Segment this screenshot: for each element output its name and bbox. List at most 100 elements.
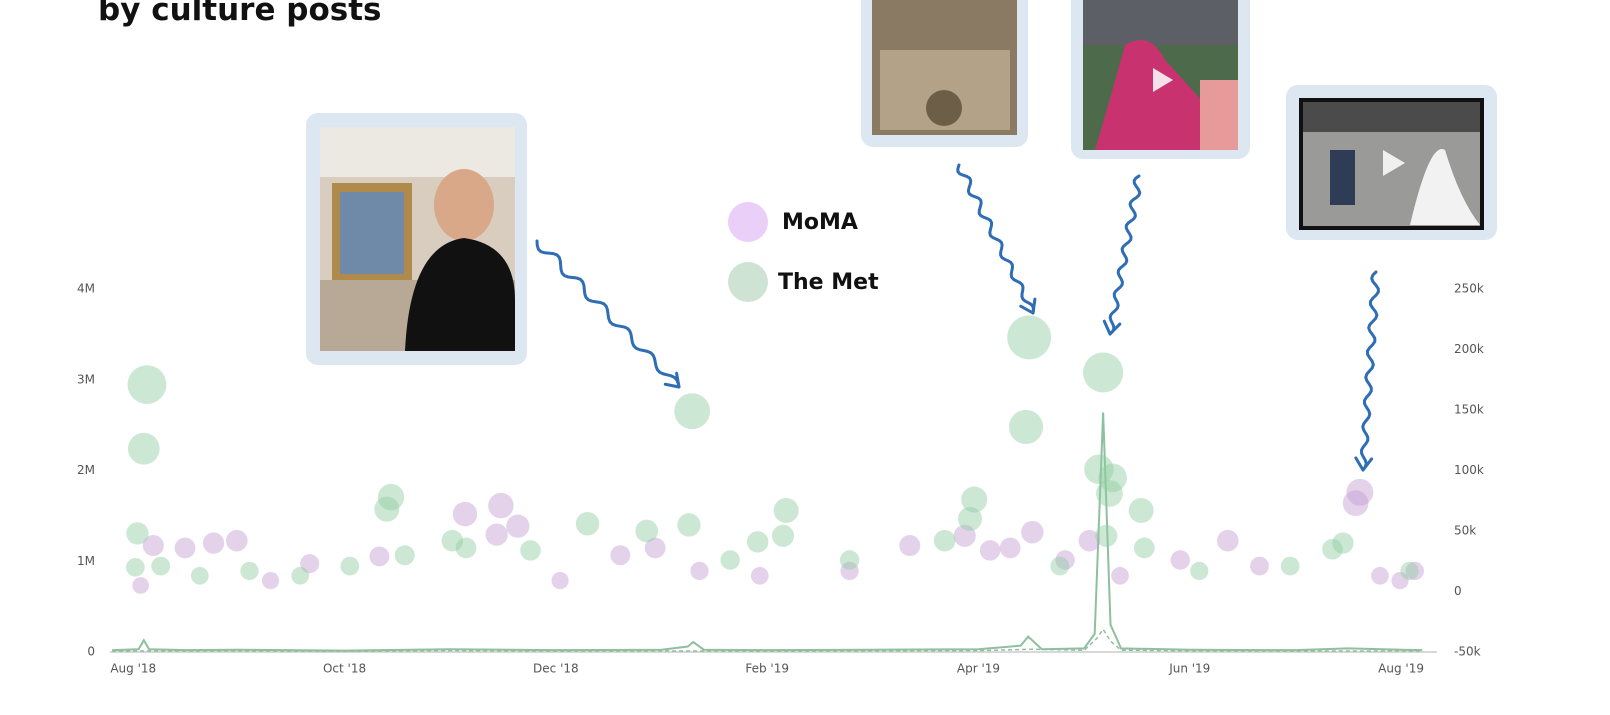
y2-tick-label: 0 [1454, 584, 1462, 598]
bubble [174, 537, 196, 559]
bubble [1111, 566, 1129, 585]
bubble [720, 550, 740, 570]
y-tick-label: 1M [77, 554, 95, 568]
y2-tick-label: 50k [1454, 524, 1476, 538]
arrow [535, 239, 681, 389]
photo-card [1071, 0, 1250, 159]
bubble [369, 546, 390, 567]
bubble [1322, 538, 1343, 560]
bubble [340, 556, 360, 576]
bubble [575, 512, 600, 536]
bubble [635, 519, 659, 543]
bubble [506, 514, 530, 538]
bubble [1342, 490, 1369, 517]
arrow-head [1019, 297, 1037, 315]
legend-label: The Met [778, 270, 879, 295]
bubble [1007, 315, 1052, 360]
photo-card [861, 0, 1028, 147]
bubble [1346, 478, 1374, 506]
bubble [1400, 561, 1419, 581]
x-tick-label: Aug '19 [1378, 662, 1424, 676]
bubble [132, 577, 149, 594]
x-tick-label: Dec '18 [533, 662, 579, 676]
legend-swatch [728, 202, 768, 242]
y2-tick-label: 150k [1454, 403, 1484, 417]
bubble [1128, 497, 1154, 523]
bubble [142, 534, 164, 557]
bubble [374, 496, 400, 522]
x-tick-label: Feb '19 [745, 662, 789, 676]
y-tick-label: 3M [77, 372, 95, 386]
bubble [674, 393, 711, 430]
y2-tick-label: 200k [1454, 342, 1484, 356]
y2-tick-label: -50k [1454, 645, 1481, 659]
bubble [1280, 556, 1300, 576]
bubble [899, 534, 921, 557]
bubble [1050, 556, 1070, 576]
x-tick-label: Jun '19 [1168, 662, 1210, 676]
bubble [677, 513, 701, 537]
bubble [771, 524, 795, 547]
x-tick-label: Aug '18 [110, 662, 156, 676]
bubble [1170, 550, 1190, 570]
bubble [551, 572, 569, 590]
arrow [1360, 270, 1380, 472]
bubble [240, 561, 259, 581]
bubble [1008, 409, 1044, 445]
bubble [1055, 550, 1075, 570]
bubble [999, 537, 1021, 559]
bubble [933, 529, 956, 552]
bubble [488, 492, 514, 519]
bubble [127, 365, 167, 404]
bubble [958, 506, 983, 531]
bubble [151, 556, 171, 576]
y-tick-label: 0 [87, 645, 95, 659]
bubble [452, 501, 478, 527]
bubble [750, 566, 769, 585]
bubble [126, 522, 149, 545]
bubble [1391, 572, 1409, 590]
arrow-head [1102, 319, 1122, 336]
bubble [127, 432, 160, 465]
bubble [126, 557, 145, 577]
arrow-head [1354, 456, 1374, 472]
bubble [953, 524, 976, 547]
bubble [455, 537, 477, 559]
y-tick-label: 4M [77, 282, 95, 296]
bubble [773, 497, 799, 523]
bubble [1250, 556, 1269, 576]
bubble [840, 561, 859, 581]
bubble [610, 545, 631, 566]
bubble [394, 545, 415, 566]
line [112, 627, 1423, 653]
y2-tick-label: 100k [1454, 463, 1484, 477]
bubble [190, 566, 209, 585]
line [112, 412, 1423, 652]
chart-title: by culture posts [98, 0, 381, 28]
photo-card [306, 113, 527, 365]
bubble [1405, 561, 1424, 581]
bubble [1133, 537, 1155, 559]
arrow-head [663, 371, 681, 389]
bubble [300, 554, 320, 574]
bubble [1084, 454, 1114, 485]
bubble [1095, 524, 1118, 547]
bubble [1332, 532, 1354, 554]
bubble [961, 486, 988, 513]
bubble [291, 566, 310, 585]
bubble [1096, 480, 1123, 507]
bubble [261, 572, 280, 590]
bubble [377, 483, 405, 511]
legend-swatch [728, 262, 768, 302]
bubble [746, 531, 769, 553]
bubble [1371, 566, 1389, 585]
bubble [485, 523, 508, 546]
bubble [441, 529, 464, 552]
bubble [520, 540, 541, 561]
y-tick-label: 2M [77, 463, 95, 477]
legend-label: MoMA [782, 210, 858, 235]
bubble [1217, 529, 1239, 552]
video-card [1286, 85, 1497, 240]
x-tick-label: Oct '18 [323, 662, 366, 676]
